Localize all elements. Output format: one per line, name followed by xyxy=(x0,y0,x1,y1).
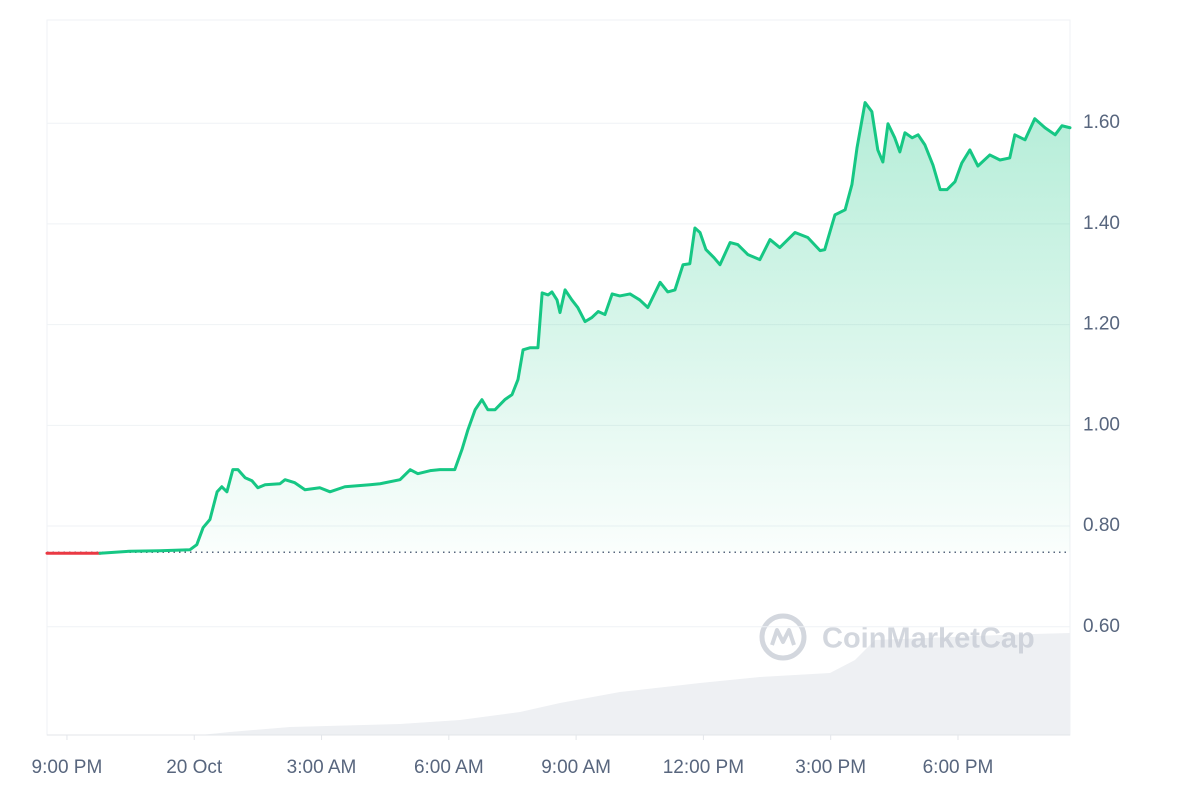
y-tick-label: 0.60 xyxy=(1083,616,1120,637)
watermark-logo xyxy=(759,613,807,661)
volume-backdrop xyxy=(200,633,1070,735)
x-tick-label: 6:00 AM xyxy=(414,757,484,778)
y-tick-label: 1.40 xyxy=(1083,213,1120,234)
x-tick-label: 3:00 PM xyxy=(795,757,866,778)
watermark-logo-mark xyxy=(770,628,796,646)
x-tick-label: 6:00 PM xyxy=(923,757,994,778)
y-tick-label: 1.60 xyxy=(1083,112,1120,133)
watermark-text: CoinMarketCap xyxy=(822,623,1035,655)
watermark: CoinMarketCap xyxy=(759,613,1035,661)
y-tick-label: 1.20 xyxy=(1083,314,1120,335)
price-area xyxy=(47,102,1070,554)
price-line-above xyxy=(98,101,1072,555)
x-tick-label: 9:00 AM xyxy=(541,757,611,778)
x-tick-label: 9:00 PM xyxy=(32,757,103,778)
x-tick-label: 20 Oct xyxy=(166,757,223,778)
axes: 0.60 0.80 1.00 1.20 1.40 1.60 9:00 PM 20 Oct 3:0… xyxy=(32,112,1120,778)
plot xyxy=(45,101,1072,555)
x-tick-label: 3:00 AM xyxy=(287,757,357,778)
y-tick-label: 1.00 xyxy=(1083,414,1120,435)
y-tick-label: 0.80 xyxy=(1083,515,1120,536)
x-tick-label: 12:00 PM xyxy=(663,757,744,778)
